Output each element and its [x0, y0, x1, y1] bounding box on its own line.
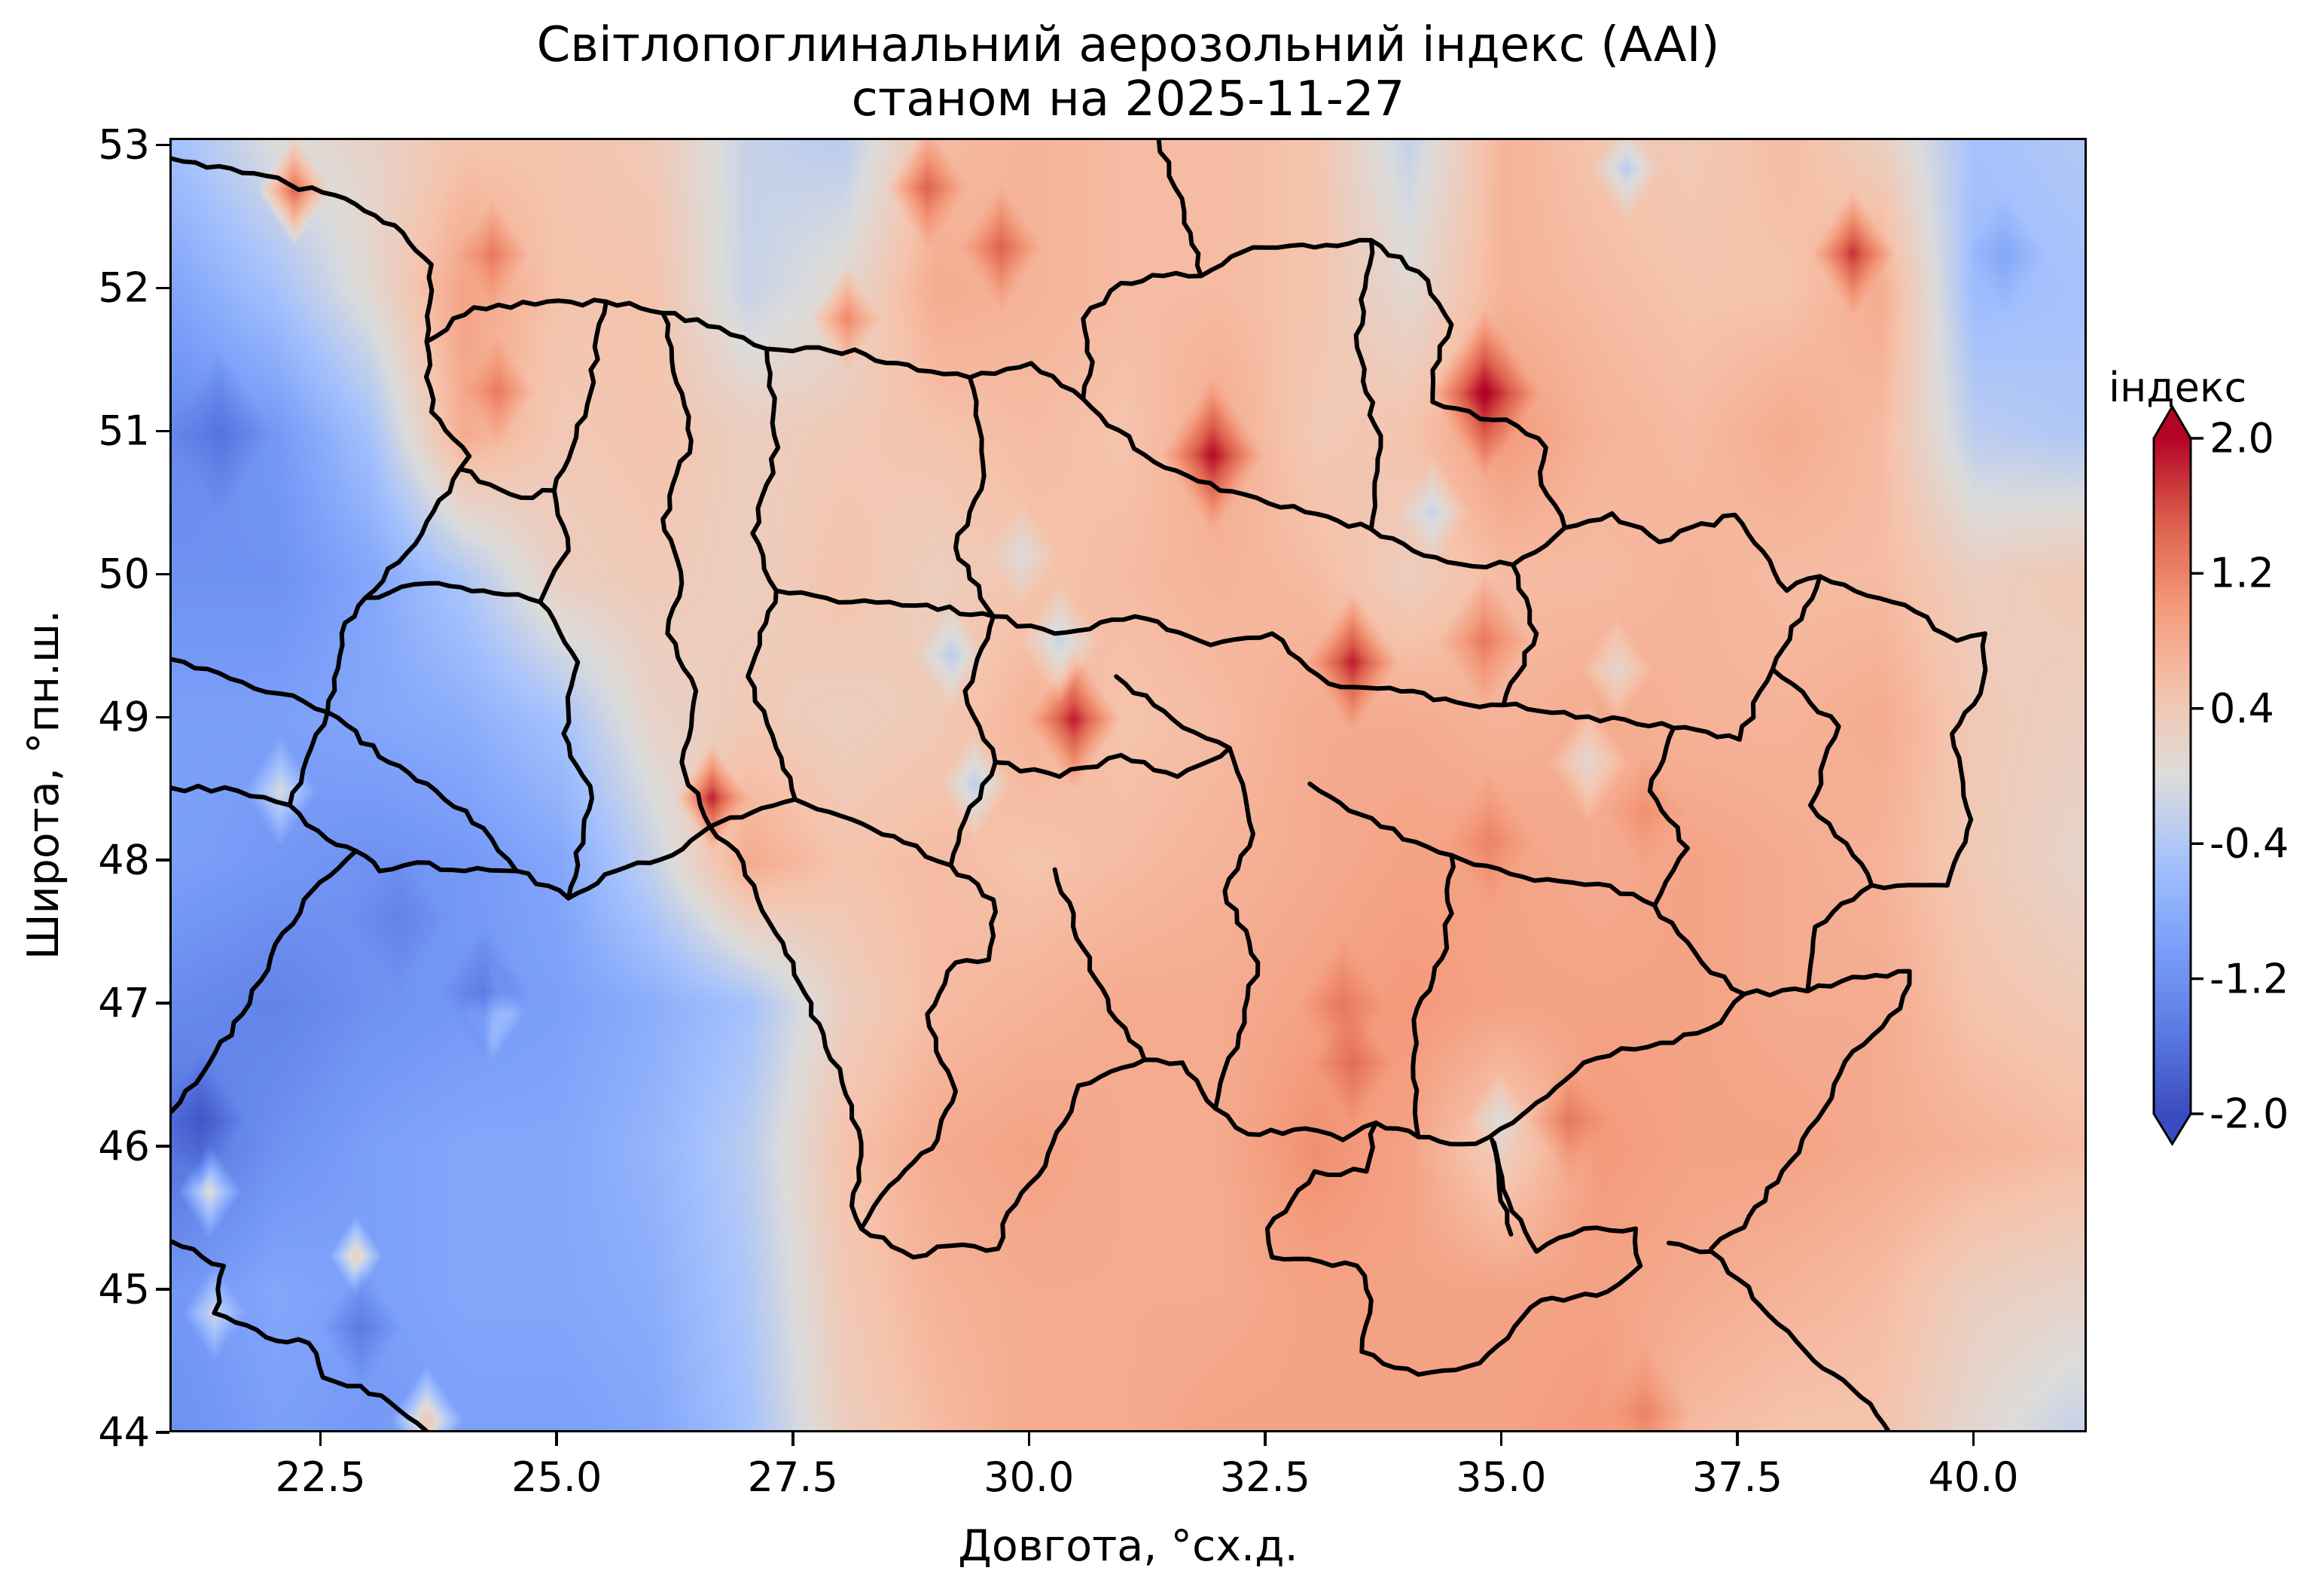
- x-tick-label: 37.5: [1691, 1453, 1783, 1501]
- y-tick-mark: [156, 859, 169, 862]
- boundary-obl-sumy-south: [1368, 525, 1567, 570]
- boundary-romania-serbia: [172, 1239, 429, 1430]
- boundary-obl-dnipro-donetsk: [1647, 725, 1747, 996]
- boundary-obl-kharkiv-luhansk: [1737, 574, 1822, 742]
- x-tick-mark: [1736, 1432, 1739, 1446]
- boundary-obl-dnipro-south: [1307, 781, 1658, 908]
- y-tick-mark: [156, 286, 169, 290]
- colorbar-label: індекс: [2109, 364, 2247, 411]
- y-tick-label: 44: [98, 1408, 150, 1456]
- colorbar-tick-marks: [2191, 437, 2204, 1115]
- boundary-obl-kharkiv-poltava: [1501, 563, 1539, 708]
- boundary-obl-khmelnytskyi-w: [660, 310, 712, 829]
- colorbar-tick-label: 0.4: [2210, 685, 2274, 733]
- boundary-arabat-spit: [1490, 1137, 1514, 1237]
- x-tick-mark: [1972, 1432, 1975, 1446]
- x-tick-label: 32.5: [1219, 1453, 1310, 1501]
- boundary-ukraine-outline: [287, 237, 1988, 1260]
- boundary-poland-slovakia: [172, 657, 330, 715]
- chart-title-line1: Світлопоглинальний аерозольний індекс (A…: [536, 17, 1720, 73]
- y-tick-label: 46: [98, 1122, 150, 1170]
- x-tick-label: 25.0: [511, 1453, 602, 1501]
- y-tick-mark: [156, 715, 169, 719]
- x-tick-mark: [791, 1432, 794, 1446]
- y-tick-label: 45: [98, 1265, 150, 1313]
- y-tick-label: 49: [98, 693, 150, 741]
- boundary-obl-lviv-ternopil: [538, 599, 595, 901]
- colorbar-tick-label: -2.0: [2210, 1090, 2289, 1138]
- boundary-crimea: [1264, 1120, 1643, 1377]
- x-tick-mark: [1264, 1432, 1267, 1446]
- x-tick-mark: [319, 1432, 322, 1446]
- chart-title-line2: станом на 2025-11-27: [851, 72, 1405, 127]
- boundary-azov-east-coast: [1709, 968, 1912, 1252]
- boundary-obl-mykolaiv-kherson: [1212, 746, 1261, 1111]
- x-tick-mark: [1499, 1432, 1503, 1446]
- y-tick-mark: [156, 1431, 169, 1434]
- boundary-obl-volyn-south: [457, 466, 557, 500]
- y-tick-label: 47: [98, 979, 150, 1027]
- boundary-obl-vinnytsia-kirovohrad: [993, 746, 1232, 779]
- chart-title: Світлопоглинальний аерозольний індекс (A…: [537, 18, 1720, 127]
- x-axis-label: Довгота, °сх.д.: [958, 1521, 1298, 1571]
- x-tick-label: 40.0: [1928, 1453, 2019, 1501]
- boundary-obl-kherson-zaporizhzhia: [1411, 852, 1456, 1139]
- boundary-obl-kyiv-cherkasy: [991, 614, 1392, 691]
- map-plot: [169, 138, 2087, 1432]
- y-tick-mark: [156, 1288, 169, 1291]
- colorbar-gradient-bar: [2152, 404, 2192, 1146]
- colorbar-tick-label: 1.2: [2210, 549, 2274, 597]
- aai-heatmap-canvas: [172, 140, 2085, 1430]
- y-tick-label: 48: [98, 836, 150, 884]
- y-tick-mark: [156, 572, 169, 576]
- boundary-obl-cherkasy-kirovohrad: [1114, 674, 1232, 751]
- boundary-obl-donetsk-luhansk: [1770, 666, 1874, 888]
- boundary-obl-chernihiv-sumy: [1353, 238, 1383, 532]
- boundary-slovakia-hungary: [172, 783, 292, 808]
- boundary-obl-zhytomyr-kyiv: [948, 375, 998, 868]
- x-tick-label: 22.5: [275, 1453, 366, 1501]
- y-axis-label: Широта, °пн.ш.: [19, 609, 69, 960]
- boundary-obl-rivne-zhytomyr: [746, 346, 798, 802]
- boundary-obl-volyn-rivne: [538, 299, 608, 605]
- boundary-moldova-romania: [707, 824, 864, 1231]
- x-tick-label: 27.5: [747, 1453, 838, 1501]
- boundary-obl-kyiv-poltava: [1081, 396, 1374, 532]
- admin-boundaries-overlay: [172, 140, 1988, 1430]
- y-tick-mark: [156, 429, 169, 433]
- boundary-obl-odesa-mykolaiv: [1052, 867, 1147, 1063]
- y-tick-label: 52: [98, 264, 150, 312]
- boundary-kuban-coast: [1666, 1240, 1891, 1430]
- y-tick-label: 51: [98, 407, 150, 455]
- colorbar: [2152, 404, 2204, 1146]
- colorbar-tick-label: 2.0: [2210, 414, 2274, 462]
- x-tick-mark: [1027, 1432, 1031, 1446]
- boundary-obl-galicia-north: [363, 581, 543, 605]
- boundary-poland-belarus: [172, 156, 435, 344]
- colorbar-tick-label: -0.4: [2210, 819, 2289, 868]
- x-tick-label: 30.0: [984, 1453, 1075, 1501]
- y-tick-mark: [156, 143, 169, 147]
- colorbar-tick-label: -1.2: [2210, 955, 2289, 1003]
- boundary-belarus-russia: [1156, 140, 1204, 279]
- y-tick-label: 53: [98, 120, 150, 169]
- boundary-obl-zhytomyr-vinnytsia: [773, 588, 996, 619]
- x-tick-mark: [555, 1432, 558, 1446]
- y-tick-mark: [156, 1002, 169, 1005]
- x-tick-label: 35.0: [1456, 1453, 1547, 1501]
- boundary-hungary-romania: [172, 849, 358, 1114]
- boundary-obl-zakarpattia: [325, 709, 519, 874]
- y-tick-label: 50: [98, 550, 150, 598]
- boundary-obl-poltava-dnipro: [1387, 685, 1742, 742]
- y-tick-mark: [156, 1145, 169, 1148]
